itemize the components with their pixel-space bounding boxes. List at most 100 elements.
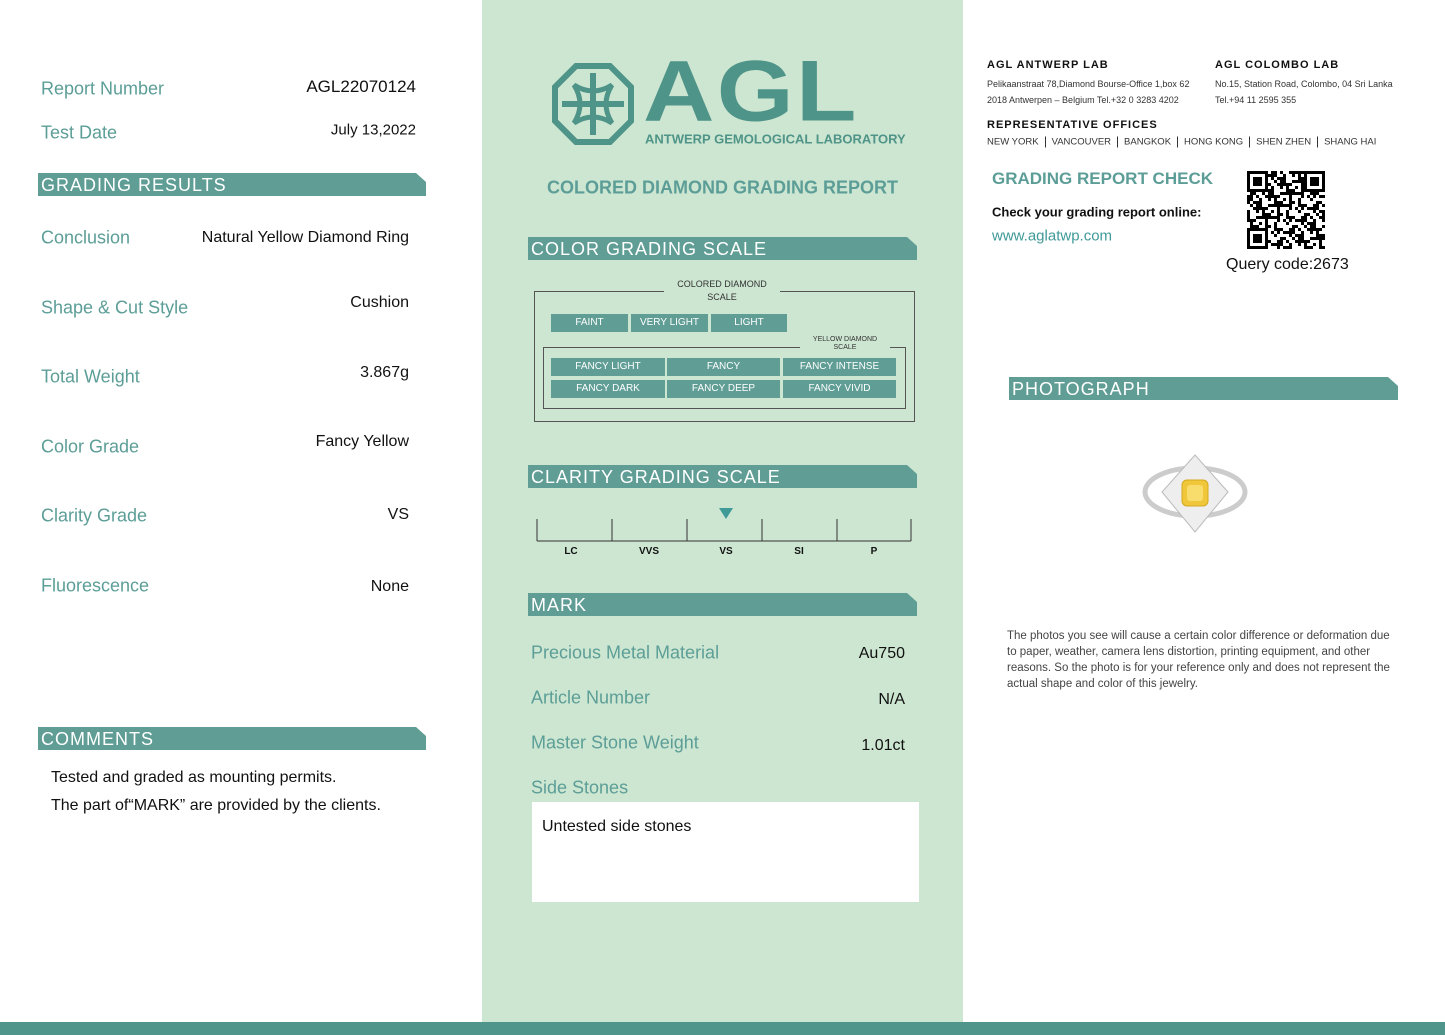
disclaimer: The photos you see will cause a certain … (1007, 630, 1390, 642)
qr-module (1274, 228, 1277, 231)
qr-module (1289, 204, 1292, 207)
qr-module (1265, 213, 1268, 216)
qr-module (1319, 228, 1322, 231)
qr-module (1298, 171, 1301, 174)
address: No.15, Station Road, Colombo, 04 Sri Lan… (1215, 79, 1393, 89)
qr-module (1283, 192, 1286, 195)
label: Article Number (531, 687, 651, 708)
qr-module (1295, 207, 1298, 210)
qr-module (1268, 183, 1271, 186)
qr-module (1274, 225, 1277, 228)
qr-module (1322, 210, 1325, 213)
qr-module (1316, 192, 1319, 195)
qr-module (1304, 246, 1307, 249)
clarity-grade: P (870, 546, 878, 557)
qr-module (1301, 240, 1304, 243)
qr-module (1298, 180, 1301, 183)
clarity-axis (536, 508, 912, 542)
address: 2018 Antwerpen – Belgium Tel.+32 0 3283 … (987, 95, 1179, 105)
logo-text: AGL (643, 43, 859, 140)
qr-module (1274, 222, 1277, 225)
qr-module (1247, 201, 1250, 204)
qr-module (1247, 198, 1250, 201)
qr-module (1247, 195, 1250, 198)
qr-module (1280, 213, 1283, 216)
qr-module (1322, 237, 1325, 240)
bottom-bar (0, 1022, 1445, 1035)
qr-module (1307, 207, 1310, 210)
qr-module (1298, 204, 1301, 207)
qr-module (1292, 237, 1295, 240)
qr-module (1277, 204, 1280, 207)
qr-module (1304, 225, 1307, 228)
qr-module (1250, 204, 1253, 207)
qr-module (1310, 222, 1313, 225)
qr-module (1289, 192, 1292, 195)
qr-module (1304, 219, 1307, 222)
qr-module (1259, 198, 1262, 201)
inner-box (543, 347, 906, 409)
qr-module (1265, 216, 1268, 219)
qr-module (1298, 234, 1301, 237)
qr-module (1268, 195, 1271, 198)
qr-module (1313, 225, 1316, 228)
qr-module (1295, 192, 1298, 195)
qr-module (1286, 240, 1289, 243)
scale-cell: VERY LIGHT (631, 314, 708, 332)
qr-module (1301, 222, 1304, 225)
side-stones-box: Untested side stones (532, 802, 919, 902)
qr-module (1271, 189, 1274, 192)
qr-module (1283, 204, 1286, 207)
qr-module (1268, 192, 1271, 195)
qr-module (1298, 210, 1301, 213)
qr-module (1313, 207, 1316, 210)
selected-marker (719, 508, 733, 519)
qr-module (1274, 216, 1277, 219)
label: Fluorescence (41, 575, 150, 596)
qr-module (1271, 171, 1274, 174)
scale-cell: FANCY DEEP (667, 380, 780, 398)
qr-module (1253, 219, 1256, 222)
section-header: GRADING RESULTS (38, 173, 426, 196)
scale-cell: FANCY INTENSE (783, 358, 896, 376)
scale-cell: FANCY (667, 358, 780, 376)
qr-module (1280, 183, 1283, 186)
comment: Tested and graded as mounting permits. (51, 769, 337, 786)
qr-module (1289, 231, 1292, 234)
label: Conclusion (41, 227, 131, 248)
city: SHANG HAI (1317, 136, 1382, 148)
qr-module (1301, 189, 1304, 192)
qr-module (1298, 174, 1301, 177)
qr-module (1280, 243, 1283, 246)
qr-module (1250, 198, 1253, 201)
qr-module (1319, 243, 1322, 246)
qr-module (1286, 246, 1289, 249)
qr-module (1313, 243, 1316, 246)
qr-module (1286, 192, 1289, 195)
qr-module (1310, 192, 1313, 195)
qr-module (1316, 201, 1319, 204)
qr-module (1259, 201, 1262, 204)
qr-module (1280, 177, 1283, 180)
qr-module (1295, 186, 1298, 189)
qr-module (1280, 240, 1283, 243)
qr-module (1265, 195, 1268, 198)
section-header: CLARITY GRADING SCALE (528, 465, 917, 488)
qr-module (1271, 231, 1274, 234)
qr-module (1289, 216, 1292, 219)
qr-module (1298, 237, 1301, 240)
qr-module (1313, 210, 1316, 213)
qr-module (1277, 243, 1280, 246)
qr-module (1283, 174, 1286, 177)
qr-module (1277, 177, 1280, 180)
qr-module (1292, 231, 1295, 234)
photo (1142, 454, 1248, 533)
qr-module (1280, 192, 1283, 195)
url[interactable]: www.aglatwp.com (992, 227, 1113, 245)
qr-module (1274, 234, 1277, 237)
value: Natural Yellow Diamond Ring (201, 229, 409, 246)
qr-module (1268, 204, 1271, 207)
qr-module (1292, 171, 1295, 174)
qr-module (1274, 243, 1277, 246)
qr-module (1271, 204, 1274, 207)
